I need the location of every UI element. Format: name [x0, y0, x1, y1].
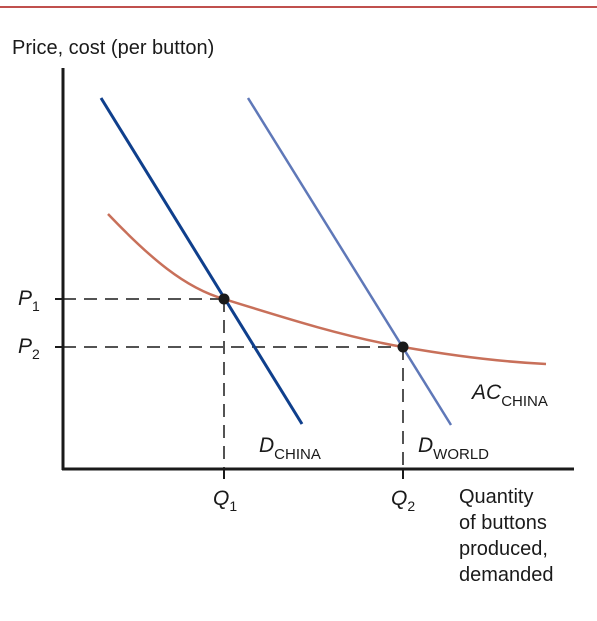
x-axis-label-line-3: produced, — [459, 538, 548, 560]
q1-label-sub: 1 — [229, 498, 237, 514]
ac-china-label-main: AC — [470, 381, 502, 404]
p2-label-sub: 2 — [32, 346, 40, 362]
q1-label-main: Q — [213, 487, 229, 510]
d-china-label: DCHINA — [259, 434, 321, 463]
top-rule — [0, 6, 597, 8]
q2-label-main: Q — [391, 487, 407, 510]
q1-label: Q1 — [213, 487, 237, 514]
p2-label: P2 — [18, 335, 40, 362]
d-world-label-sub: WORLD — [433, 446, 489, 463]
d-world-label: DWORLD — [418, 434, 489, 463]
equilibrium-point-world — [397, 341, 409, 353]
x-axis-label-line-4: demanded — [459, 564, 554, 586]
x-axis-label-line-2: of buttons — [459, 512, 547, 534]
d-world-curve — [246, 97, 453, 426]
ac-china-label-sub: CHINA — [501, 393, 548, 410]
x-axis-label-line-1: Quantity — [459, 486, 533, 508]
q2-label-sub: 2 — [407, 498, 415, 514]
p2-label-main: P — [18, 335, 32, 358]
equilibrium-point-china — [218, 293, 230, 305]
guide-lines — [63, 298, 404, 469]
d-china-label-sub: CHINA — [274, 446, 321, 463]
ac-china-label: ACCHINA — [470, 381, 548, 410]
d-china-label-main: D — [259, 434, 274, 457]
p1-label-sub: 1 — [32, 298, 40, 314]
y-axis-label: Price, cost (per button) — [12, 37, 214, 59]
d-china-curve — [99, 97, 304, 425]
p1-label-main: P — [18, 287, 32, 310]
tick-marks — [55, 298, 404, 479]
p1-label: P1 — [18, 287, 40, 314]
x-axis-label: Quantity of buttons produced, demanded — [459, 486, 554, 586]
q2-label: Q2 — [391, 487, 415, 514]
d-world-label-main: D — [418, 434, 433, 457]
ac-china-curve — [107, 213, 547, 366]
